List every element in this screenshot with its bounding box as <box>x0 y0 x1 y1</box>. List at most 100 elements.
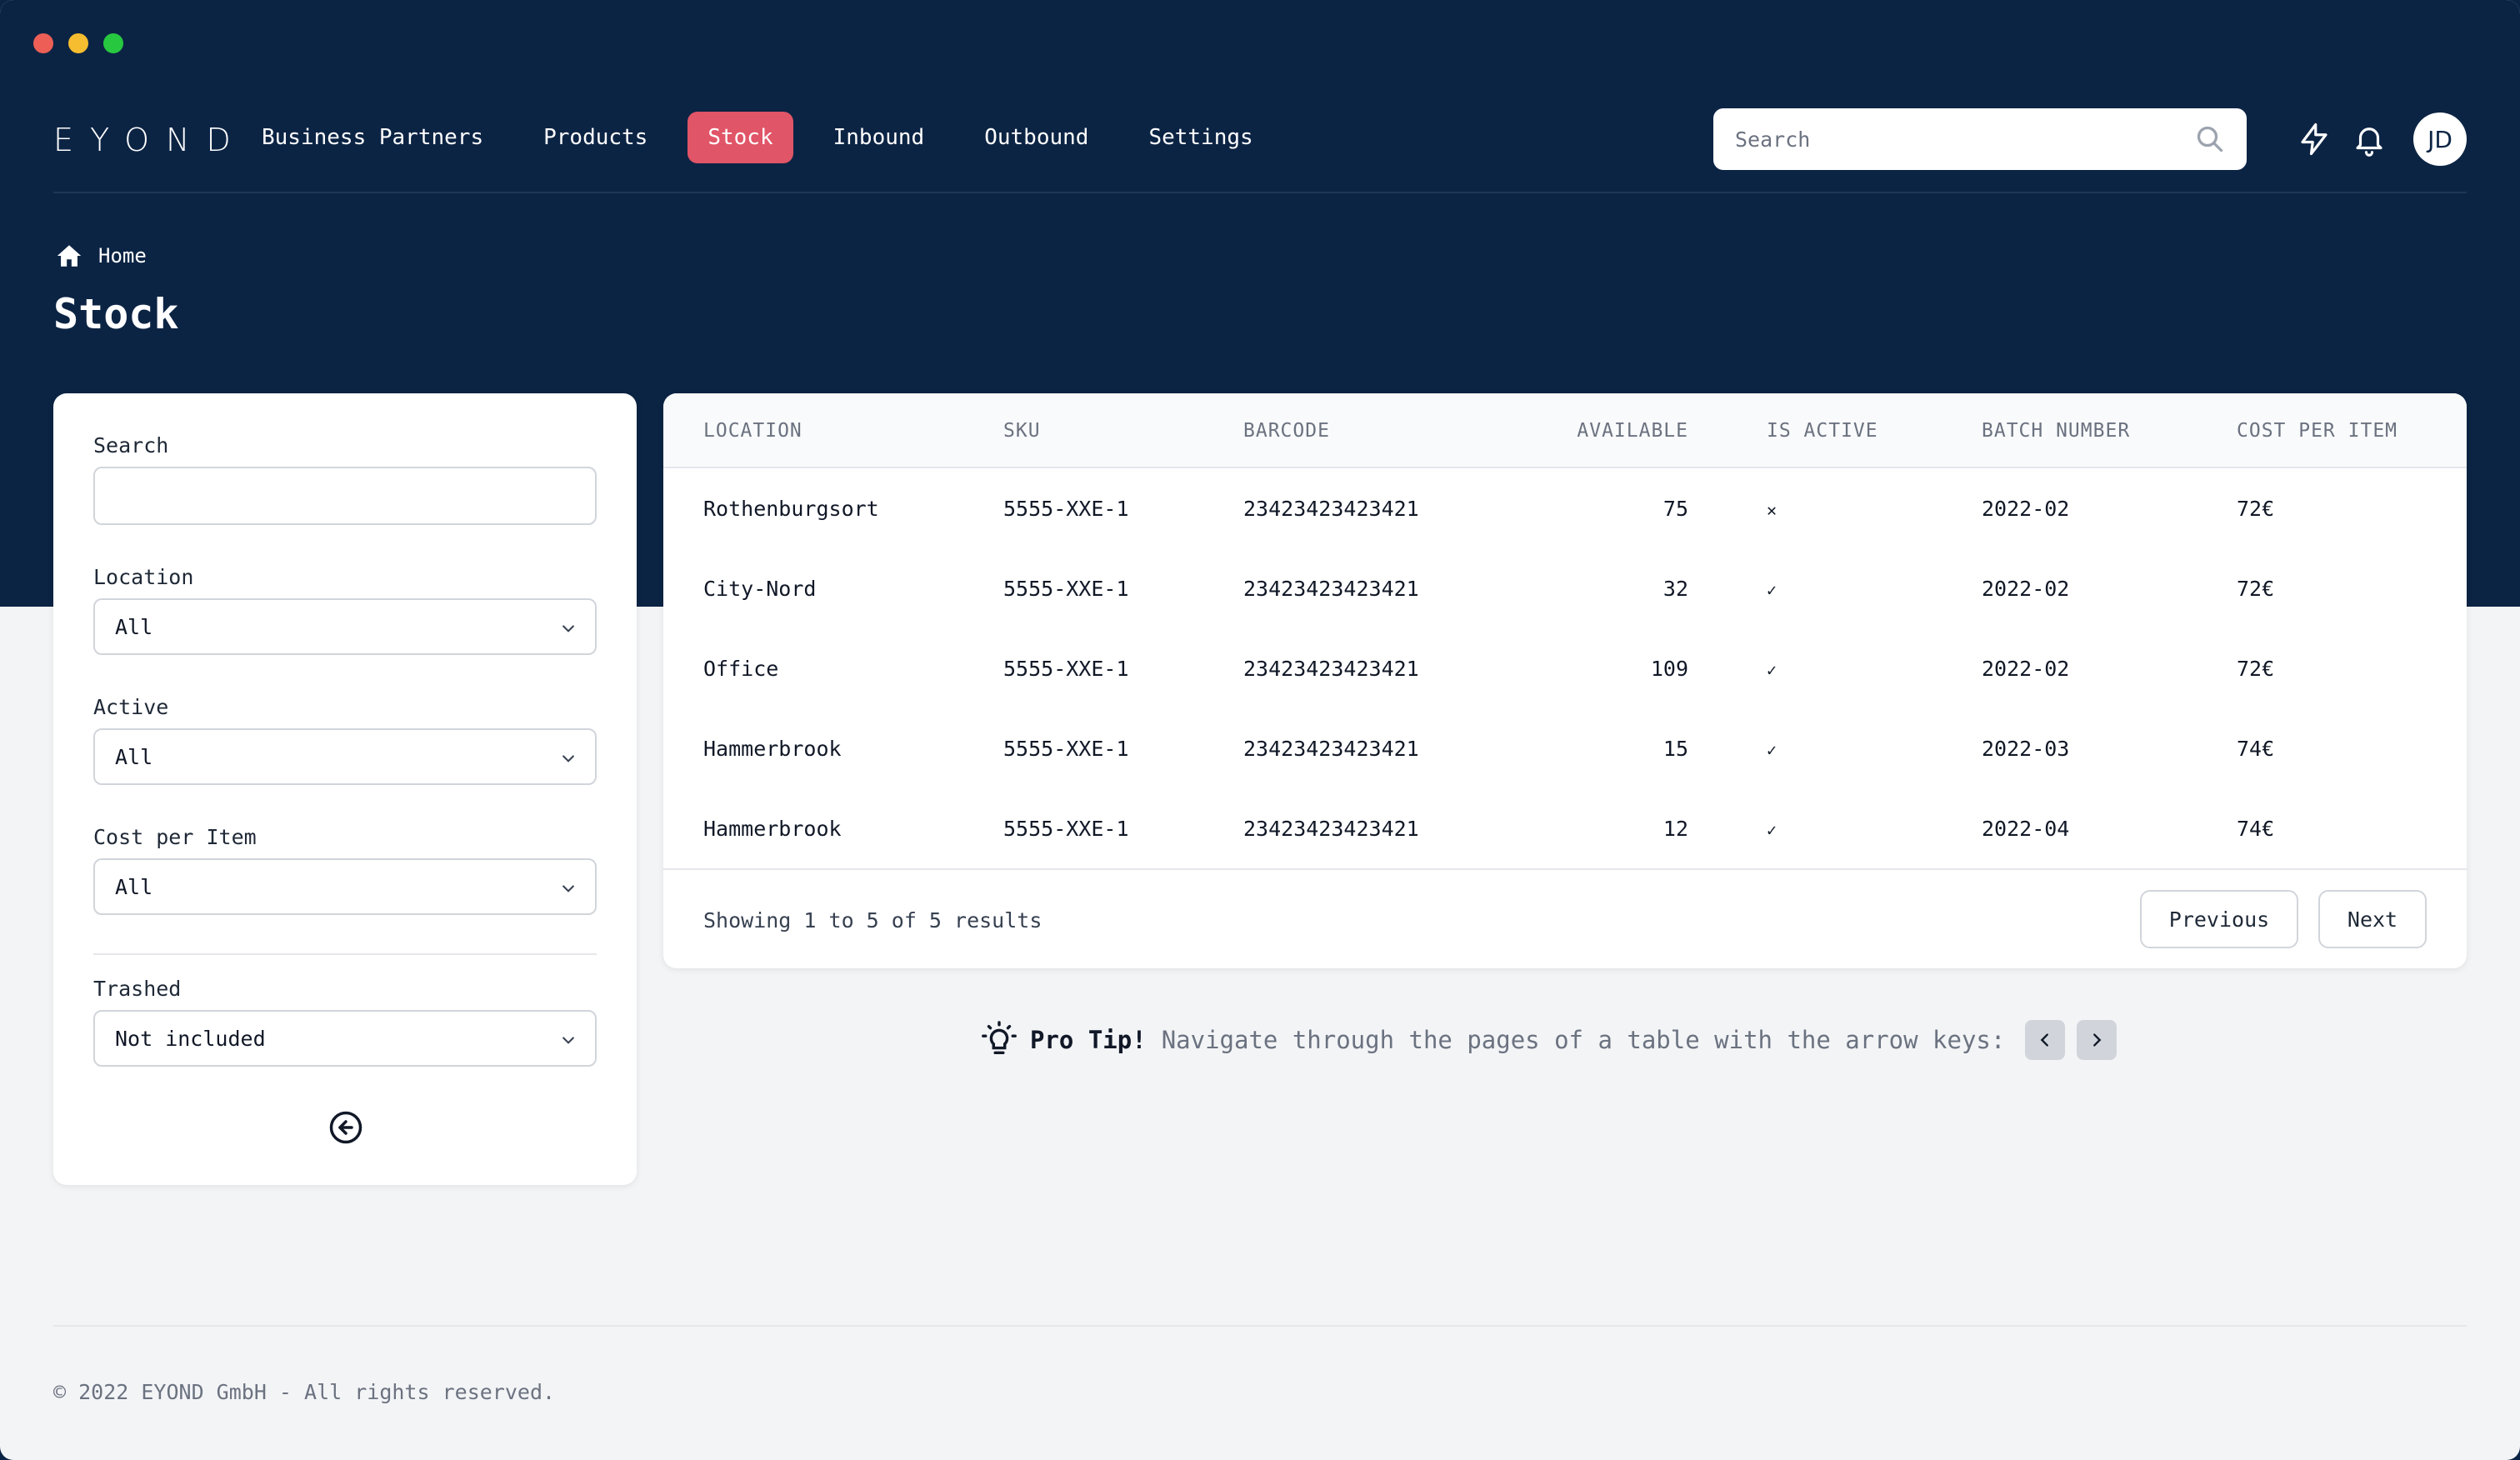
cell-cost-per-item: 74€ <box>2237 737 2275 761</box>
nav-item-settings[interactable]: Settings <box>1148 125 1253 150</box>
cell-sku: 5555-XXE-1 <box>1003 497 1129 521</box>
cell-is-active: ✓ <box>1767 820 1778 840</box>
breadcrumb-home-link[interactable]: Home <box>98 244 147 268</box>
cell-is-active: ✓ <box>1767 740 1778 760</box>
cell-batch-number: 2022-04 <box>1982 817 2070 841</box>
location-filter-value: All <box>115 614 153 639</box>
table-row[interactable]: Hammerbrook 5555-XXE-1 23423423423421 15… <box>663 708 2467 788</box>
arrow-right-key[interactable] <box>2077 1020 2118 1060</box>
column-header-barcode[interactable]: BARCODE <box>1243 420 1330 442</box>
cell-sku: 5555-XXE-1 <box>1003 737 1129 761</box>
active-filter-value: All <box>115 744 153 769</box>
brand-logo[interactable]: EYOND <box>53 122 248 158</box>
bell-icon[interactable] <box>2352 122 2387 157</box>
next-page-button[interactable]: Next <box>2318 890 2427 948</box>
cell-is-active: ✓ <box>1767 660 1778 680</box>
cell-available: 15 <box>1662 737 1688 761</box>
trashed-filter-select[interactable]: Not included <box>93 1010 597 1067</box>
cell-barcode: 23423423423421 <box>1243 657 1419 681</box>
close-window-button[interactable] <box>33 33 53 53</box>
cell-barcode: 23423423423421 <box>1243 577 1419 601</box>
cell-batch-number: 2022-02 <box>1982 497 2070 521</box>
nav-item-outbound[interactable]: Outbound <box>984 125 1089 150</box>
pro-tip-title: Pro Tip! <box>1030 1026 1147 1054</box>
cell-is-active: ✓ <box>1767 580 1778 600</box>
cell-batch-number: 2022-02 <box>1982 657 2070 681</box>
chevron-down-icon <box>562 625 574 632</box>
active-filter-select[interactable]: All <box>93 728 597 785</box>
cell-location: Hammerbrook <box>703 737 842 761</box>
table-row[interactable]: Hammerbrook 5555-XXE-1 23423423423421 12… <box>663 788 2467 868</box>
cell-available: 12 <box>1662 817 1688 841</box>
location-filter-select[interactable]: All <box>93 598 597 655</box>
home-icon[interactable] <box>55 242 83 270</box>
cell-location: Office <box>703 657 779 681</box>
footer-divider <box>53 1325 2467 1327</box>
cell-location: Hammerbrook <box>703 817 842 841</box>
breadcrumb: Home <box>55 242 147 270</box>
chevron-down-icon <box>562 885 574 892</box>
cell-cost-per-item: 72€ <box>2237 497 2275 521</box>
chevron-right-icon <box>2093 1033 2102 1047</box>
cell-barcode: 23423423423421 <box>1243 817 1419 841</box>
chevron-down-icon <box>562 1037 574 1044</box>
previous-page-button[interactable]: Previous <box>2140 890 2298 948</box>
trashed-filter-value: Not included <box>115 1026 266 1051</box>
cell-cost-per-item: 74€ <box>2237 817 2275 841</box>
stock-table: LOCATION SKU BARCODE AVAILABLE IS ACTIVE… <box>663 393 2467 968</box>
collapse-back-icon[interactable] <box>328 1110 363 1145</box>
search-filter-input[interactable] <box>93 467 597 525</box>
cell-available: 109 <box>1650 657 1688 681</box>
column-header-available[interactable]: AVAILABLE <box>1577 420 1688 442</box>
cell-is-active: ✕ <box>1767 500 1778 520</box>
footer-copyright: © 2022 EYOND GmbH - All rights reserved. <box>53 1380 556 1404</box>
window-controls <box>33 33 123 53</box>
table-row[interactable]: Office 5555-XXE-1 23423423423421 109 ✓ 2… <box>663 628 2467 708</box>
lightning-icon[interactable] <box>2297 122 2332 157</box>
cell-batch-number: 2022-02 <box>1982 577 2070 601</box>
minimize-window-button[interactable] <box>68 33 88 53</box>
cell-location: City-Nord <box>703 577 817 601</box>
maximize-window-button[interactable] <box>103 33 123 53</box>
location-filter-label: Location <box>93 565 194 589</box>
chevron-left-icon <box>2040 1033 2049 1047</box>
column-header-batch-number[interactable]: BATCH NUMBER <box>1982 420 2131 442</box>
pro-tip-text: Navigate through the pages of a table wi… <box>1161 1026 2006 1054</box>
table-row[interactable]: Rothenburgsort 5555-XXE-1 23423423423421… <box>663 468 2467 548</box>
cell-sku: 5555-XXE-1 <box>1003 817 1129 841</box>
column-header-sku[interactable]: SKU <box>1003 420 1041 442</box>
nav-item-products[interactable]: Products <box>543 125 648 150</box>
cost-filter-select[interactable]: All <box>93 858 597 915</box>
table-row[interactable]: City-Nord 5555-XXE-1 23423423423421 32 ✓… <box>663 548 2467 628</box>
global-search-input[interactable] <box>1713 108 2247 170</box>
cell-cost-per-item: 72€ <box>2237 657 2275 681</box>
cell-cost-per-item: 72€ <box>2237 577 2275 601</box>
cell-location: Rothenburgsort <box>703 497 879 521</box>
filter-panel: Search Location All Active All Cost per … <box>53 393 637 1185</box>
arrow-left-key[interactable] <box>2025 1020 2066 1060</box>
cell-sku: 5555-XXE-1 <box>1003 577 1129 601</box>
search-filter-label: Search <box>93 433 169 458</box>
column-header-location[interactable]: LOCATION <box>703 420 802 442</box>
nav-item-stock[interactable]: Stock <box>688 112 793 163</box>
page-title: Stock <box>53 290 179 338</box>
column-header-cost-per-item[interactable]: COST PER ITEM <box>2237 420 2398 442</box>
lightbulb-icon <box>982 1021 1017 1055</box>
active-filter-label: Active <box>93 695 169 719</box>
cell-barcode: 23423423423421 <box>1243 737 1419 761</box>
filter-divider <box>93 953 597 955</box>
chevron-down-icon <box>562 755 574 762</box>
cost-filter-label: Cost per Item <box>93 825 257 849</box>
trashed-filter-label: Trashed <box>93 977 182 1001</box>
table-pagination: Showing 1 to 5 of 5 results Previous Nex… <box>663 868 2467 968</box>
column-header-is-active[interactable]: IS ACTIVE <box>1767 420 1878 442</box>
cell-sku: 5555-XXE-1 <box>1003 657 1129 681</box>
search-icon[interactable] <box>2195 124 2225 154</box>
cell-available: 75 <box>1662 497 1688 521</box>
results-count: Showing 1 to 5 of 5 results <box>703 908 1042 932</box>
cell-available: 32 <box>1662 577 1688 601</box>
user-avatar[interactable]: JD <box>2413 112 2467 166</box>
nav-item-business-partners[interactable]: Business Partners <box>262 125 484 150</box>
nav-item-inbound[interactable]: Inbound <box>832 125 925 150</box>
